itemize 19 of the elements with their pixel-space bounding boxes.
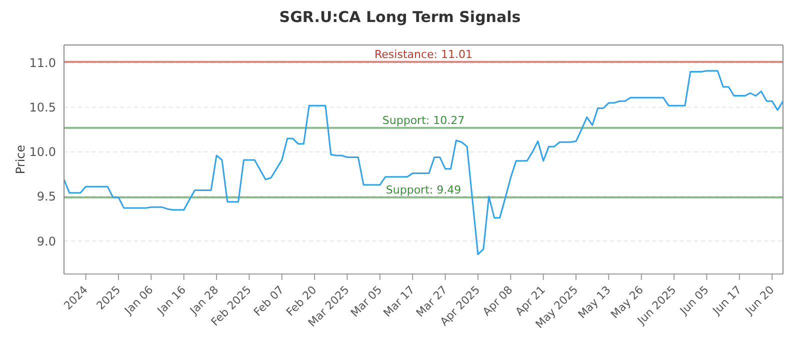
x-tick-label: Feb 07 [251,283,286,319]
x-tick-label: Jun 20 [742,283,777,318]
x-tick-label: Apr 08 [480,283,516,318]
x-tick-label: Mar 17 [380,283,418,320]
x-tick-label: Jan 16 [154,283,188,318]
y-tick-label: 10.5 [29,100,56,115]
y-tick-label: 9.5 [36,190,56,204]
ref-line-label: Resistance: 11.01 [374,48,472,61]
x-tick-label: Jan 06 [121,283,156,318]
y-axis-title: Price [13,144,28,174]
x-tick-label: Jun 05 [676,283,712,318]
chart-title: SGR.U:CA Long Term Signals [278,8,522,26]
y-tick-label: 10.0 [29,145,56,160]
line-series [64,70,783,256]
y-tick-label: 9.0 [36,234,56,248]
y-tick-label: 11.0 [29,56,56,70]
x-tick-label: Jun 17 [710,283,744,318]
ref-line-label: Support: 10.27 [382,114,465,127]
ref-line-label: Support: 9.49 [386,183,462,196]
